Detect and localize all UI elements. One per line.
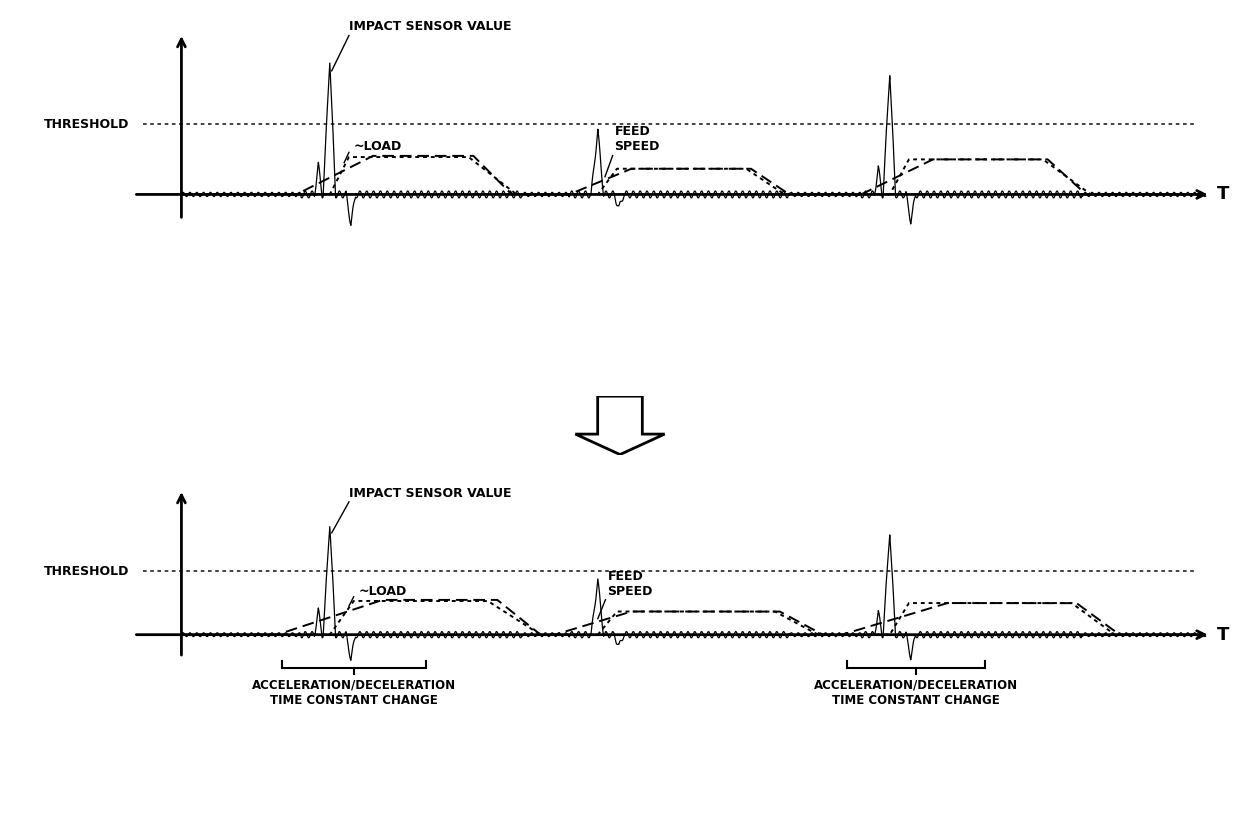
Text: FEED
SPEED: FEED SPEED <box>615 125 660 153</box>
Text: FEED
SPEED: FEED SPEED <box>608 570 652 598</box>
Text: IMPACT SENSOR VALUE: IMPACT SENSOR VALUE <box>348 20 511 33</box>
Text: THRESHOLD: THRESHOLD <box>43 565 129 578</box>
Text: IMPACT SENSOR VALUE: IMPACT SENSOR VALUE <box>348 487 511 500</box>
Polygon shape <box>575 396 665 455</box>
Text: THRESHOLD: THRESHOLD <box>43 118 129 131</box>
Text: T: T <box>1218 626 1230 644</box>
Text: ~LOAD: ~LOAD <box>358 585 407 598</box>
Text: ~LOAD: ~LOAD <box>353 140 402 153</box>
Text: T: T <box>1218 185 1230 203</box>
Text: ACCELERATION/DECELERATION
TIME CONSTANT CHANGE: ACCELERATION/DECELERATION TIME CONSTANT … <box>813 679 1018 707</box>
Text: ACCELERATION/DECELERATION
TIME CONSTANT CHANGE: ACCELERATION/DECELERATION TIME CONSTANT … <box>252 679 456 707</box>
